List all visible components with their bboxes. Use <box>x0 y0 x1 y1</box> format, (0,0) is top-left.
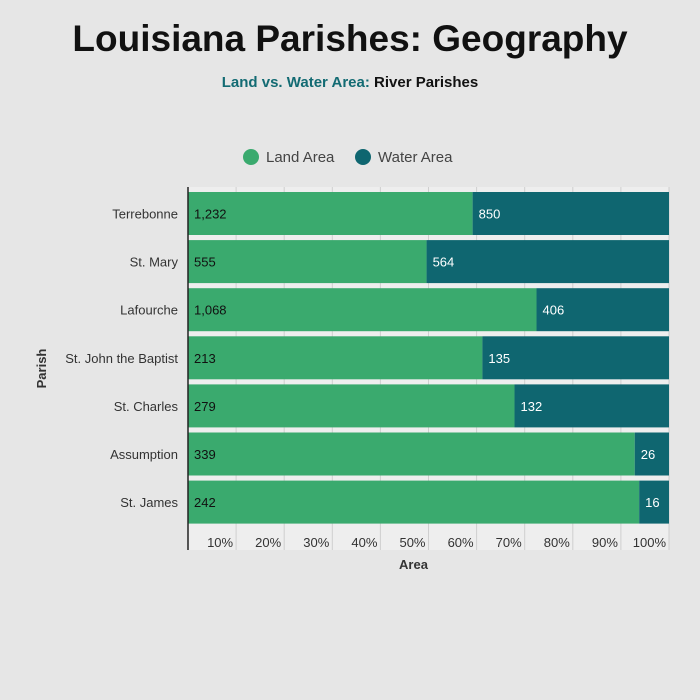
bar-land <box>188 432 635 476</box>
y-tick-label: Assumption <box>110 447 178 462</box>
data-label: 26 <box>641 447 655 462</box>
data-label: 279 <box>194 399 216 414</box>
x-tick-label: 80% <box>544 535 570 550</box>
y-tick-label: Lafourche <box>120 303 178 318</box>
legend-marker <box>243 149 259 165</box>
data-label: 1,232 <box>194 207 227 222</box>
data-label: 16 <box>645 495 659 510</box>
chart-subtitle: Land vs. Water Area: River Parishes <box>0 74 700 91</box>
bar-water <box>514 384 669 428</box>
bar-water <box>482 336 669 380</box>
x-tick-label: 40% <box>351 535 377 550</box>
data-label: 555 <box>194 255 216 270</box>
y-tick-label: St. John the Baptist <box>65 351 178 366</box>
legend-label: Land Area <box>266 149 335 166</box>
chart-title: Louisiana Parishes: Geography <box>72 18 628 59</box>
legend-marker <box>355 149 371 165</box>
x-tick-label: 60% <box>448 535 474 550</box>
data-label: 406 <box>543 303 565 318</box>
subtitle-rest: River Parishes <box>374 74 479 91</box>
bar-land <box>188 192 473 235</box>
y-tick-label: St. James <box>120 495 178 510</box>
bar-water <box>634 432 669 476</box>
x-tick-label: 100% <box>633 535 667 550</box>
x-tick-label: 20% <box>255 535 281 550</box>
bar-land <box>188 240 427 284</box>
x-tick-label: 10% <box>207 535 233 550</box>
x-axis-title: Area <box>399 557 429 572</box>
data-label: 850 <box>479 207 501 222</box>
y-tick-label: Terrebonne <box>112 207 178 222</box>
data-label: 339 <box>194 447 216 462</box>
data-label: 1,068 <box>194 303 227 318</box>
subtitle-highlight: Land vs. Water Area: <box>221 74 370 91</box>
y-tick-label: St. Charles <box>114 399 179 414</box>
bar-land <box>188 336 483 380</box>
bar-water <box>426 240 669 284</box>
data-label: 135 <box>488 351 510 366</box>
y-tick-label: St. Mary <box>130 255 179 270</box>
x-tick-label: 70% <box>496 535 522 550</box>
bar-land <box>188 480 640 524</box>
bar-land <box>188 288 537 332</box>
legend-label: Water Area <box>378 149 453 166</box>
bar-water <box>472 192 669 235</box>
bar-water <box>536 288 669 332</box>
x-tick-label: 90% <box>592 535 618 550</box>
x-tick-label: 30% <box>303 535 329 550</box>
data-label: 242 <box>194 495 216 510</box>
bar-land <box>188 384 515 428</box>
x-tick-label: 50% <box>399 535 425 550</box>
bar-water <box>639 480 669 524</box>
data-label: 213 <box>194 351 216 366</box>
y-axis-title: Parish <box>34 349 49 389</box>
data-label: 132 <box>521 399 543 414</box>
data-label: 564 <box>433 255 455 270</box>
